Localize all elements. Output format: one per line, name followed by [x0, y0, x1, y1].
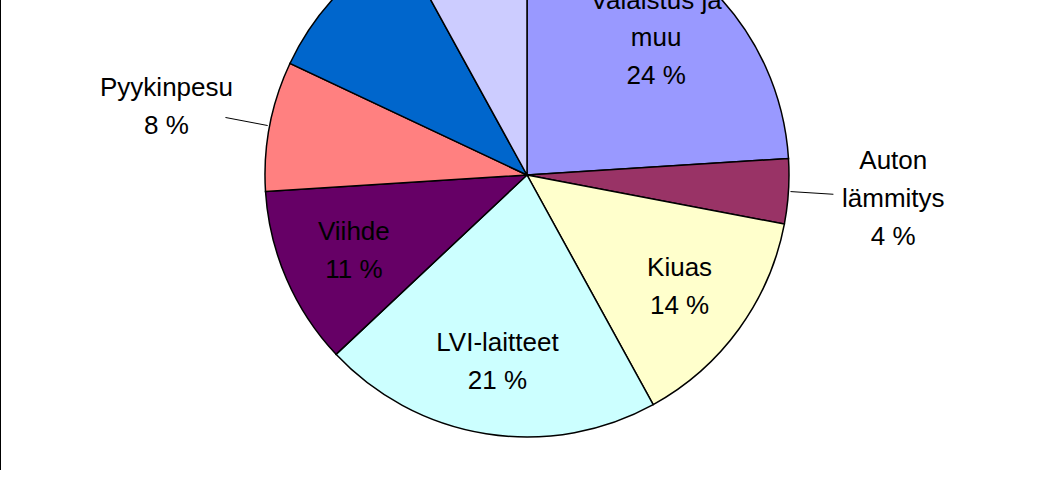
svg-text:Valaistus jamuu24 %: Valaistus jamuu24 % [591, 0, 723, 90]
svg-text:Kiuas14 %: Kiuas14 % [647, 252, 712, 320]
svg-text:Autonlämmitys4 %: Autonlämmitys4 % [842, 145, 945, 251]
svg-text:Pyykinpesu8 %: Pyykinpesu8 % [100, 72, 233, 140]
svg-text:LVI-laitteet21 %: LVI-laitteet21 % [436, 327, 559, 395]
svg-text:Viihde11 %: Viihde11 % [318, 216, 390, 284]
